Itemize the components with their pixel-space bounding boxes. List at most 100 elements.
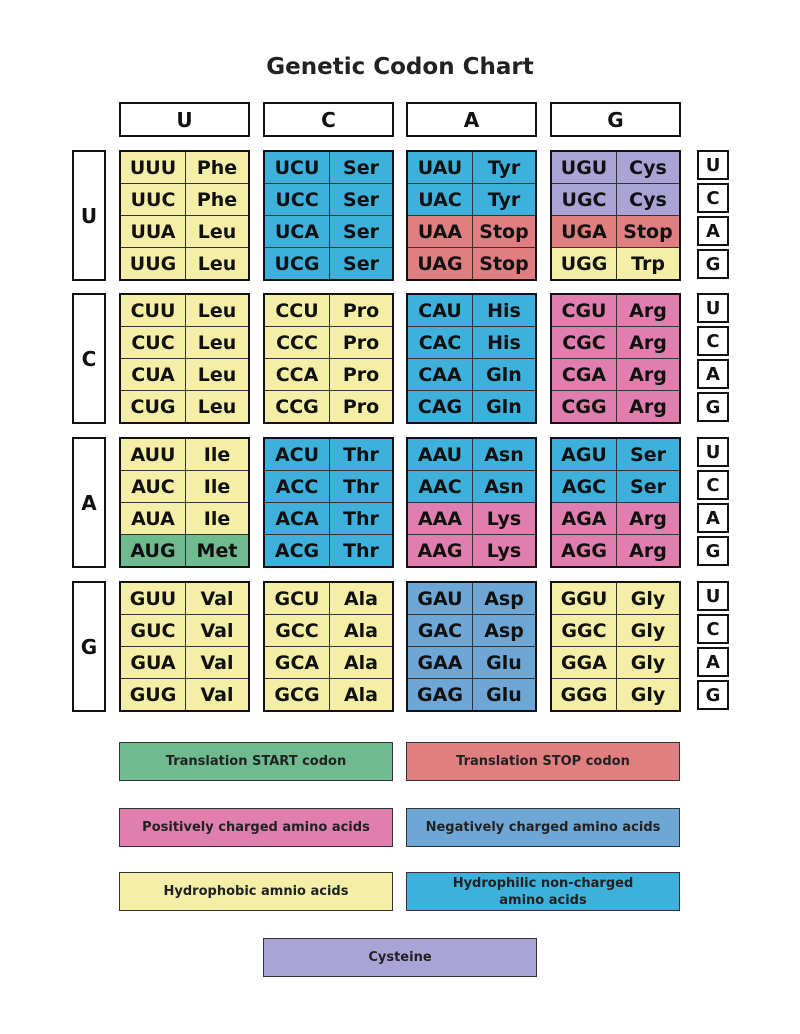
codon: AGG — [552, 535, 617, 566]
codon-cell: GAG Glu — [408, 678, 535, 710]
third-base-label: C — [697, 614, 729, 644]
codon: AUC — [121, 471, 186, 502]
third-base-label: C — [697, 326, 729, 356]
codon-cell: CCU Pro — [265, 295, 392, 326]
third-base-text: C — [706, 187, 720, 209]
amino-acid: Val — [200, 587, 234, 610]
codon: GAG — [408, 679, 473, 710]
codon-cell: GUU Val — [121, 583, 248, 614]
amino-acid: Ala — [343, 619, 379, 642]
amino-acid: Tyr — [487, 156, 521, 179]
amino-acid: Gln — [486, 363, 522, 386]
codon: CAC — [408, 327, 473, 358]
column-header-first-base: U — [119, 102, 250, 137]
codon-cell: GCU Ala — [265, 583, 392, 614]
amino-acid: Arg — [629, 331, 667, 354]
codon-cell: ACU Thr — [265, 439, 392, 470]
third-base-label: G — [697, 249, 729, 279]
third-base-label: U — [697, 437, 729, 467]
codon-cell: GGA Gly — [552, 646, 679, 678]
codon-cell: UCA Ser — [265, 215, 392, 247]
amino-acid: Asp — [484, 587, 524, 610]
legend-label: Hydrophobic amnio acids — [163, 884, 349, 899]
codon-cell: UCU Ser — [265, 152, 392, 183]
row-header-label: A — [81, 490, 97, 515]
codon-cell: UUG Leu — [121, 247, 248, 279]
amino-acid: Phe — [196, 188, 238, 211]
codon: CCA — [265, 359, 330, 390]
amino-acid: Leu — [197, 363, 237, 386]
codon-cell: ACA Thr — [265, 502, 392, 534]
codon-cell: CAC His — [408, 326, 535, 358]
third-base-text: C — [706, 330, 720, 352]
amino-acid: Ile — [203, 475, 231, 498]
amino-acid: Tyr — [487, 188, 521, 211]
codon: CGU — [552, 295, 617, 326]
amino-acid: Val — [200, 619, 234, 642]
amino-acid: Met — [196, 539, 238, 562]
codon: GGC — [552, 615, 617, 646]
legend-label: Cysteine — [368, 950, 432, 965]
amino-acid: Thr — [343, 443, 379, 466]
codon-cell: GUA Val — [121, 646, 248, 678]
amino-acid: Leu — [197, 252, 237, 275]
codon: CUC — [121, 327, 186, 358]
codon-block: AAU Asn AAC Asn AAA Lys AAG Lys — [406, 437, 537, 568]
codon-cell: CGC Arg — [552, 326, 679, 358]
legend-item-hydrophobic: Hydrophobic amnio acids — [119, 872, 393, 911]
codon: AAC — [408, 471, 473, 502]
codon-cell: CGA Arg — [552, 358, 679, 390]
codon-block: AUU Ile AUC Ile AUA Ile AUG Met — [119, 437, 250, 568]
codon: UAG — [408, 248, 473, 279]
codon: UUG — [121, 248, 186, 279]
amino-acid: Pro — [342, 363, 380, 386]
amino-acid: Ser — [630, 443, 666, 466]
codon: GAA — [408, 647, 473, 678]
amino-acid: His — [487, 299, 521, 322]
amino-acid: Asn — [484, 475, 524, 498]
codon-cell: AAA Lys — [408, 502, 535, 534]
third-base-label: A — [697, 216, 729, 246]
codon: ACC — [265, 471, 330, 502]
codon-block: GUU Val GUC Val GUA Val GUG Val — [119, 581, 250, 712]
codon-cell: UCG Ser — [265, 247, 392, 279]
codon-block: CUU Leu CUC Leu CUA Leu CUG Leu — [119, 293, 250, 424]
codon-cell: UAG Stop — [408, 247, 535, 279]
codon-cell: CGG Arg — [552, 390, 679, 422]
codon-cell: CAA Gln — [408, 358, 535, 390]
codon-block: UUU Phe UUC Phe UUA Leu UUG Leu — [119, 150, 250, 281]
codon-cell: UGA Stop — [552, 215, 679, 247]
amino-acid: Stop — [623, 220, 673, 243]
codon-cell: CUG Leu — [121, 390, 248, 422]
codon-cell: GGC Gly — [552, 614, 679, 646]
codon-cell: GUC Val — [121, 614, 248, 646]
amino-acid: Stop — [479, 220, 529, 243]
codon-cell: GAU Asp — [408, 583, 535, 614]
codon-cell: GAC Asp — [408, 614, 535, 646]
codon-cell: CCG Pro — [265, 390, 392, 422]
third-base-text: G — [705, 253, 721, 275]
legend-label: Hydrophilic non-charged amino acids — [452, 875, 634, 908]
third-base-text: U — [705, 297, 721, 319]
codon-block: ACU Thr ACC Thr ACA Thr ACG Thr — [263, 437, 394, 568]
amino-acid: Ala — [343, 651, 379, 674]
codon: CAA — [408, 359, 473, 390]
third-base-text: G — [705, 684, 721, 706]
codon: GCC — [265, 615, 330, 646]
codon-cell: CUC Leu — [121, 326, 248, 358]
legend-item-cysteine: Cysteine — [263, 938, 537, 977]
legend-label: Positively charged amino acids — [142, 820, 370, 835]
codon: AUG — [121, 535, 186, 566]
codon-block: AGU Ser AGC Ser AGA Arg AGG Arg — [550, 437, 681, 568]
codon: UAC — [408, 184, 473, 215]
codon: CAU — [408, 295, 473, 326]
legend-item-positive: Positively charged amino acids — [119, 808, 393, 847]
codon: UUA — [121, 216, 186, 247]
codon-cell: UAC Tyr — [408, 183, 535, 215]
codon-cell: AUU Ile — [121, 439, 248, 470]
codon: CUA — [121, 359, 186, 390]
third-base-text: C — [706, 474, 720, 496]
amino-acid: Ala — [343, 587, 379, 610]
codon: CCG — [265, 391, 330, 422]
codon: AGA — [552, 503, 617, 534]
